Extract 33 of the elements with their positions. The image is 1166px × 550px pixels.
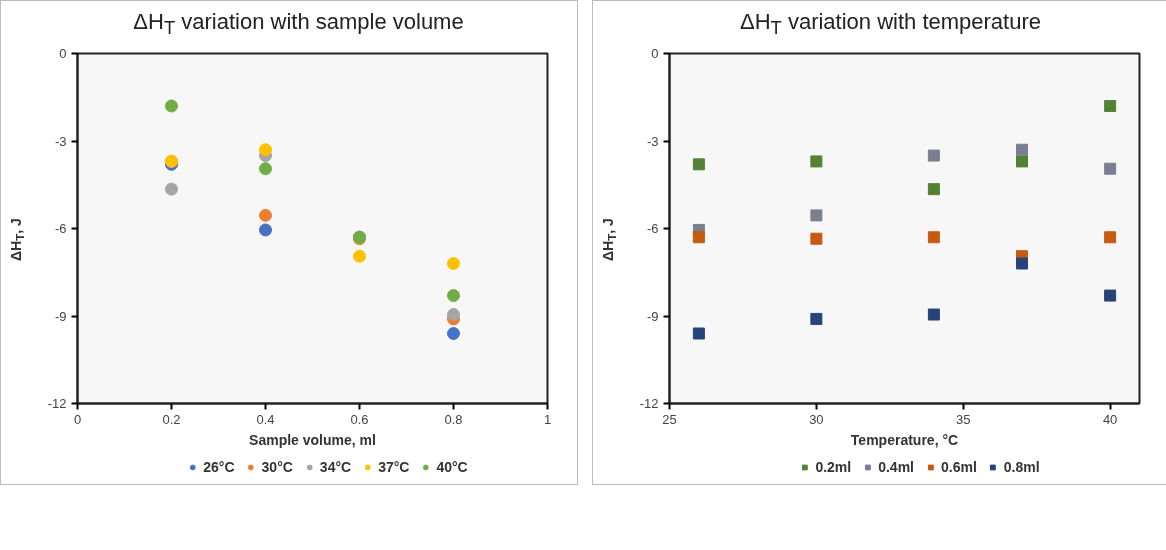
x-tick-label: 0.6 <box>350 411 369 427</box>
y-tick-label: -9 <box>54 308 67 324</box>
x-axis-title: Sample volume, ml <box>249 431 376 448</box>
legend-label: 37°C <box>378 459 410 475</box>
y-tick-label: -3 <box>54 133 67 149</box>
x-tick-label: 0 <box>73 411 82 427</box>
legend-label: 0.8ml <box>1003 459 1040 475</box>
x-tick-label: 35 <box>956 411 971 427</box>
legend-label: 0.6ml <box>941 459 977 475</box>
x-tick-label: 40 <box>1102 411 1118 427</box>
x-tick-label: 30 <box>809 411 824 427</box>
x-tick-label: 0.4 <box>256 411 275 427</box>
x-axis-title: Temperature, °C <box>850 431 959 448</box>
y-tick-label: -3 <box>646 133 659 149</box>
y-tick-label: -12 <box>47 396 67 411</box>
legend-label: 34°C <box>319 459 352 475</box>
x-tick-label: 25 <box>662 411 677 427</box>
y-tick-label: -9 <box>646 308 659 324</box>
legend-label: 26°C <box>203 459 235 475</box>
y-tick-label: 0 <box>59 46 67 61</box>
chart-title: ΔH$_{T}$ variation with sample volume <box>132 8 465 41</box>
legend-label: 0.2ml <box>815 459 852 475</box>
y-tick-label: 0 <box>651 46 659 61</box>
y-tick-label: -6 <box>54 221 67 236</box>
legend-label: 40°C <box>436 459 468 475</box>
x-tick-label: 0.2 <box>162 411 181 427</box>
x-tick-label: 0.8 <box>444 411 463 427</box>
y-tick-label: -12 <box>639 396 659 411</box>
chart-title: ΔH$_{T}$ variation with temperature <box>739 8 1042 41</box>
x-tick-label: 1 <box>543 411 552 427</box>
legend-label: 30°C <box>261 459 293 475</box>
legend-label: 0.4ml <box>878 459 914 475</box>
y-tick-label: -6 <box>646 221 659 236</box>
